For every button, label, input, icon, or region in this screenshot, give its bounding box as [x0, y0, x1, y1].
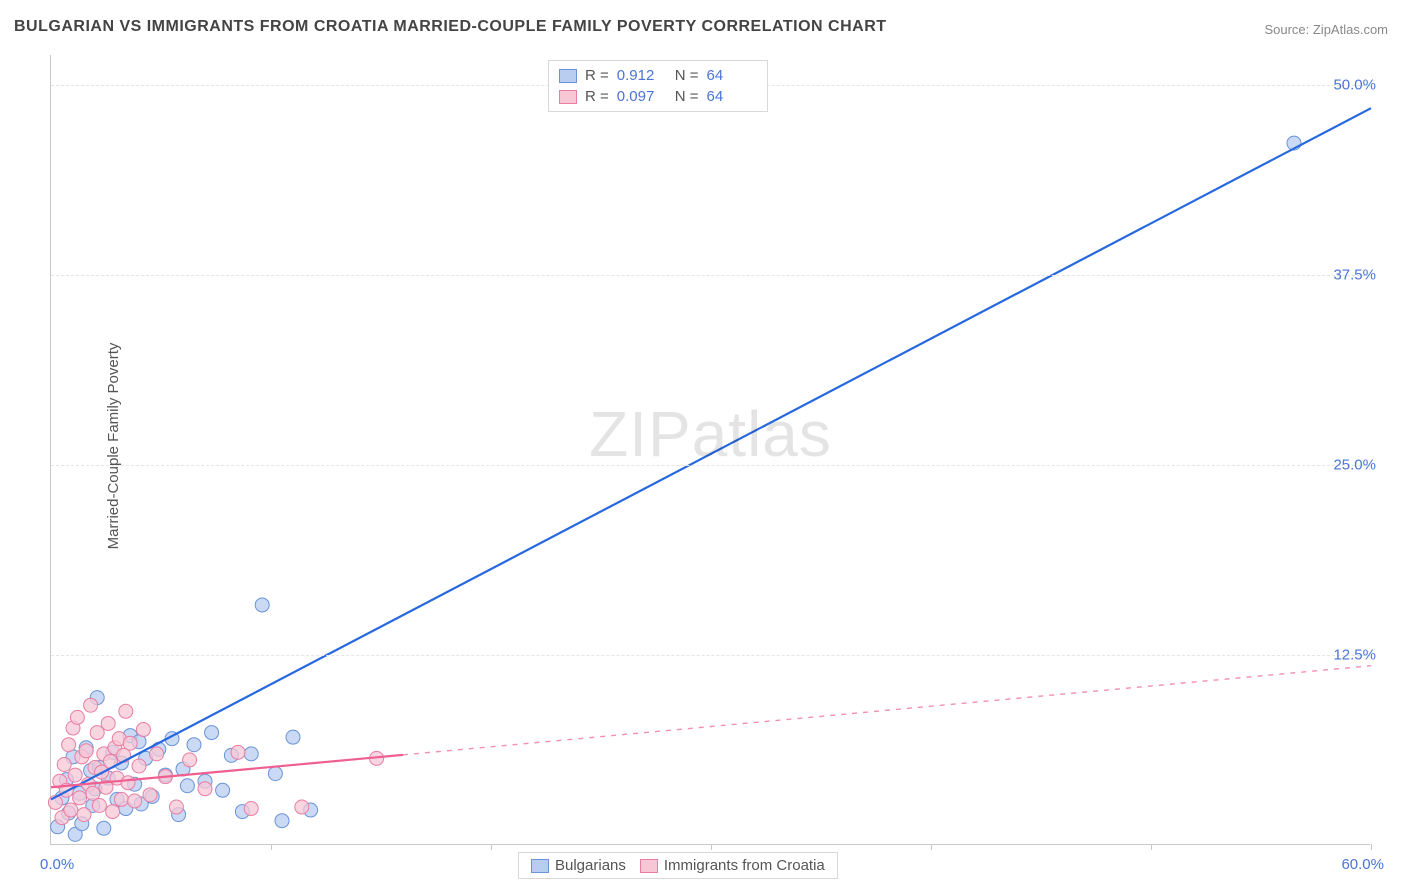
n-value: 64: [707, 88, 757, 105]
data-point: [106, 805, 120, 819]
series-swatch: [640, 859, 658, 873]
series-swatch: [531, 859, 549, 873]
x-tick: [931, 844, 932, 850]
gridline: [51, 275, 1370, 276]
data-point: [169, 800, 183, 814]
legend-label: Bulgarians: [555, 857, 626, 874]
data-point: [244, 747, 258, 761]
y-tick-label: 12.5%: [1333, 647, 1376, 664]
data-point: [128, 794, 142, 808]
x-max-label: 60.0%: [1341, 856, 1384, 873]
n-label: N =: [675, 88, 699, 105]
data-point: [231, 745, 245, 759]
chart-title: BULGARIAN VS IMMIGRANTS FROM CROATIA MAR…: [14, 18, 887, 36]
n-label: N =: [675, 67, 699, 84]
x-tick: [711, 844, 712, 850]
legend-item: Bulgarians: [531, 857, 626, 874]
trend-line: [51, 108, 1371, 799]
stat-row: R = 0.912 N = 64: [559, 65, 757, 86]
data-point: [205, 726, 219, 740]
data-point: [255, 598, 269, 612]
series-swatch: [559, 69, 577, 83]
data-point: [68, 768, 82, 782]
data-point: [57, 757, 71, 771]
data-point: [180, 779, 194, 793]
r-label: R =: [585, 88, 609, 105]
gridline: [51, 465, 1370, 466]
data-point: [123, 736, 137, 750]
x-tick: [491, 844, 492, 850]
r-value: 0.912: [617, 67, 667, 84]
data-point: [79, 744, 93, 758]
data-point: [268, 767, 282, 781]
data-point: [121, 776, 135, 790]
data-point: [286, 730, 300, 744]
data-point: [295, 800, 309, 814]
correlation-stat-box: R = 0.912 N = 64 R = 0.097 N = 64: [548, 60, 768, 112]
y-tick-label: 37.5%: [1333, 267, 1376, 284]
data-point: [92, 799, 106, 813]
gridline: [51, 655, 1370, 656]
trend-line-extension: [403, 666, 1371, 755]
series-legend: Bulgarians Immigrants from Croatia: [518, 852, 838, 879]
chart-svg: [51, 55, 1370, 844]
data-point: [64, 803, 78, 817]
x-tick: [1371, 844, 1372, 850]
x-tick: [271, 844, 272, 850]
legend-label: Immigrants from Croatia: [664, 857, 825, 874]
data-point: [187, 738, 201, 752]
data-point: [198, 782, 212, 796]
data-point: [132, 759, 146, 773]
data-point: [275, 814, 289, 828]
data-point: [62, 738, 76, 752]
r-value: 0.097: [617, 88, 667, 105]
r-label: R =: [585, 67, 609, 84]
data-point: [114, 792, 128, 806]
n-value: 64: [707, 67, 757, 84]
data-point: [84, 698, 98, 712]
data-point: [70, 710, 84, 724]
data-point: [77, 808, 91, 822]
data-point: [73, 791, 87, 805]
x-tick: [1151, 844, 1152, 850]
data-point: [216, 783, 230, 797]
legend-item: Immigrants from Croatia: [640, 857, 825, 874]
series-swatch: [559, 90, 577, 104]
y-tick-label: 50.0%: [1333, 77, 1376, 94]
data-point: [183, 753, 197, 767]
data-point: [119, 704, 133, 718]
source-label: Source: ZipAtlas.com: [1264, 22, 1388, 37]
data-point: [101, 716, 115, 730]
data-point: [143, 788, 157, 802]
plot-area: ZIPatlas: [50, 55, 1370, 845]
data-point: [150, 747, 164, 761]
x-origin-label: 0.0%: [40, 856, 74, 873]
data-point: [136, 723, 150, 737]
data-point: [244, 802, 258, 816]
stat-row: R = 0.097 N = 64: [559, 86, 757, 107]
y-tick-label: 25.0%: [1333, 457, 1376, 474]
data-point: [97, 821, 111, 835]
